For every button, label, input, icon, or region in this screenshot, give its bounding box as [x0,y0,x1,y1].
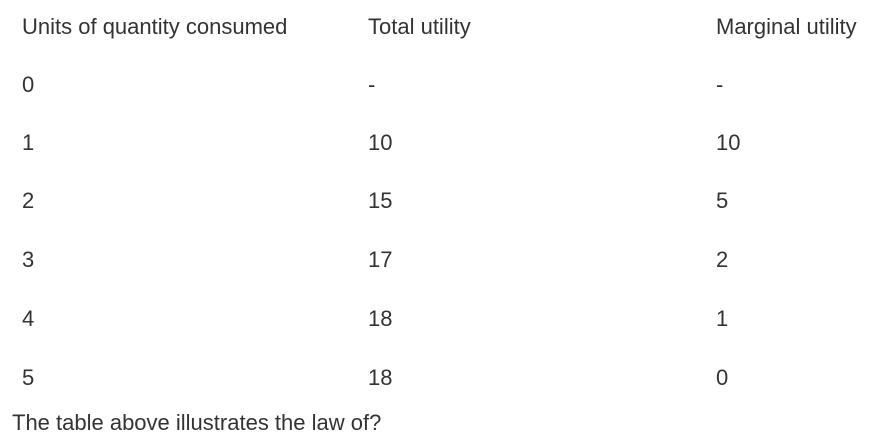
cell-total-utility: 18 [368,306,393,331]
cell-marginal-utility: 1 [716,306,729,331]
cell-marginal-utility: 5 [716,188,729,213]
cell-total-utility: 18 [368,365,393,390]
header-marginal-utility: Marginal utility [716,14,857,39]
cell-total-utility: - [368,72,376,97]
cell-total-utility: 15 [368,188,393,213]
cell-units-consumed: 5 [22,365,35,390]
cell-units-consumed: 4 [22,306,35,331]
cell-marginal-utility: 10 [716,130,741,155]
header-total-utility: Total utility [368,14,471,39]
cell-units-consumed: 1 [22,130,35,155]
question-text: The table above illustrates the law of? [12,410,382,435]
cell-total-utility: 10 [368,130,393,155]
cell-units-consumed: 2 [22,188,35,213]
header-units-consumed: Units of quantity consumed [22,14,288,39]
cell-marginal-utility: 2 [716,247,729,272]
cell-total-utility: 17 [368,247,393,272]
cell-marginal-utility: 0 [716,365,729,390]
cell-units-consumed: 0 [22,72,35,97]
cell-marginal-utility: - [716,72,724,97]
cell-units-consumed: 3 [22,247,35,272]
